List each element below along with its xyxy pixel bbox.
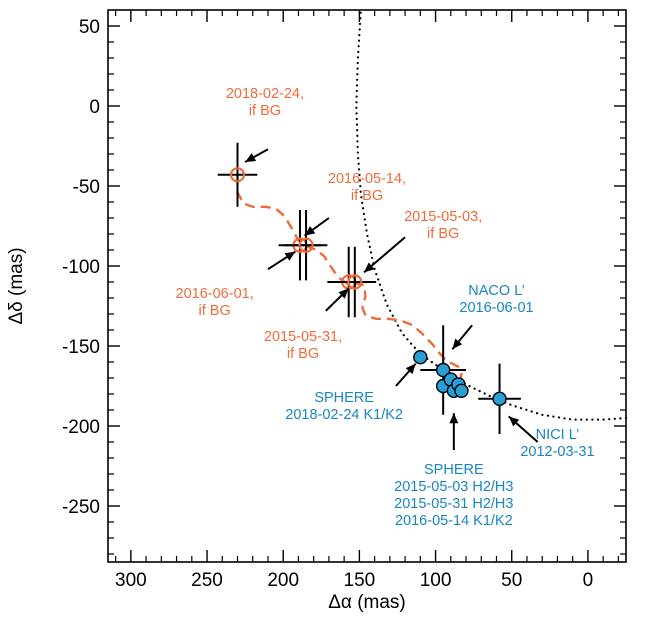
background-point [229,167,246,183]
x-tick-label: 200 [267,570,299,591]
background-point [347,274,363,290]
annotation-arrowhead [452,338,463,350]
y-tick-label: -150 [62,337,100,358]
annotation-label: 2016-06-01, [176,286,254,302]
annotation-label: 2016-05-14 K1/K2 [395,513,513,529]
axis-ticks: 300 250 200 150 100 50 0 50 0 -50 -100 -150 -200 -250 [62,10,626,591]
annotation-label: 2016-06-01 [459,300,533,316]
background-point [298,237,314,253]
x-tick-label: 0 [583,570,594,591]
y-axis-title: Δδ (mas) [6,247,27,324]
annotation-arrowhead [508,416,520,427]
annotation-label: 2015-05-31 H2/H3 [394,496,513,512]
measured-point [435,362,451,378]
annotation-label: if BG [199,303,231,319]
x-tick-label: 100 [420,570,452,591]
y-tick-label: -50 [73,177,100,198]
measured-point [492,391,507,406]
annotation-label: 2016-05-14, [328,171,406,187]
annotation-arrowhead [338,288,349,299]
annotation-arrowhead [449,413,459,424]
annotation-label: SPHERE [424,462,484,478]
x-tick-label: 150 [344,570,376,591]
annotation-label: NICI L’ [536,427,580,443]
y-tick-label: -250 [62,497,100,518]
y-tick-label: 50 [79,17,100,38]
y-tick-label: -100 [62,257,100,278]
x-axis-title: Δα (mas) [328,592,406,613]
y-tick-label: -200 [62,417,100,438]
orbit-curve [355,8,628,421]
x-tick-label: 250 [191,570,223,591]
annotation-label: if BG [351,188,383,204]
annotation-label: 2018-02-24, [226,86,304,102]
annotation-arrowhead [405,363,416,375]
annotation-label: if BG [249,103,281,119]
annotation-label: NACO L’ [468,283,524,299]
annotation-label: if BG [287,346,319,362]
annotation-label: 2012-03-31 [520,444,594,460]
x-tick-label: 50 [501,570,522,591]
x-tick-label: 300 [115,570,147,591]
annotation-arrowhead [363,262,375,273]
annotation-label: 2018-02-24 K1/K2 [285,407,403,423]
annotation-label: 2015-05-03, [404,209,482,225]
plot-frame [107,9,627,563]
annotation-label: 2015-05-03 H2/H3 [394,479,513,495]
annotation-arrowhead [304,226,316,236]
measured-point [413,350,428,365]
annotation-label: SPHERE [314,390,374,406]
measured-point [454,383,469,398]
y-tick-label: 0 [89,97,100,118]
annotation-arrowhead [245,153,257,162]
annotation-arrowhead [284,251,296,261]
annotation-label: if BG [427,226,459,242]
annotation-label: 2015-05-31, [264,329,342,345]
